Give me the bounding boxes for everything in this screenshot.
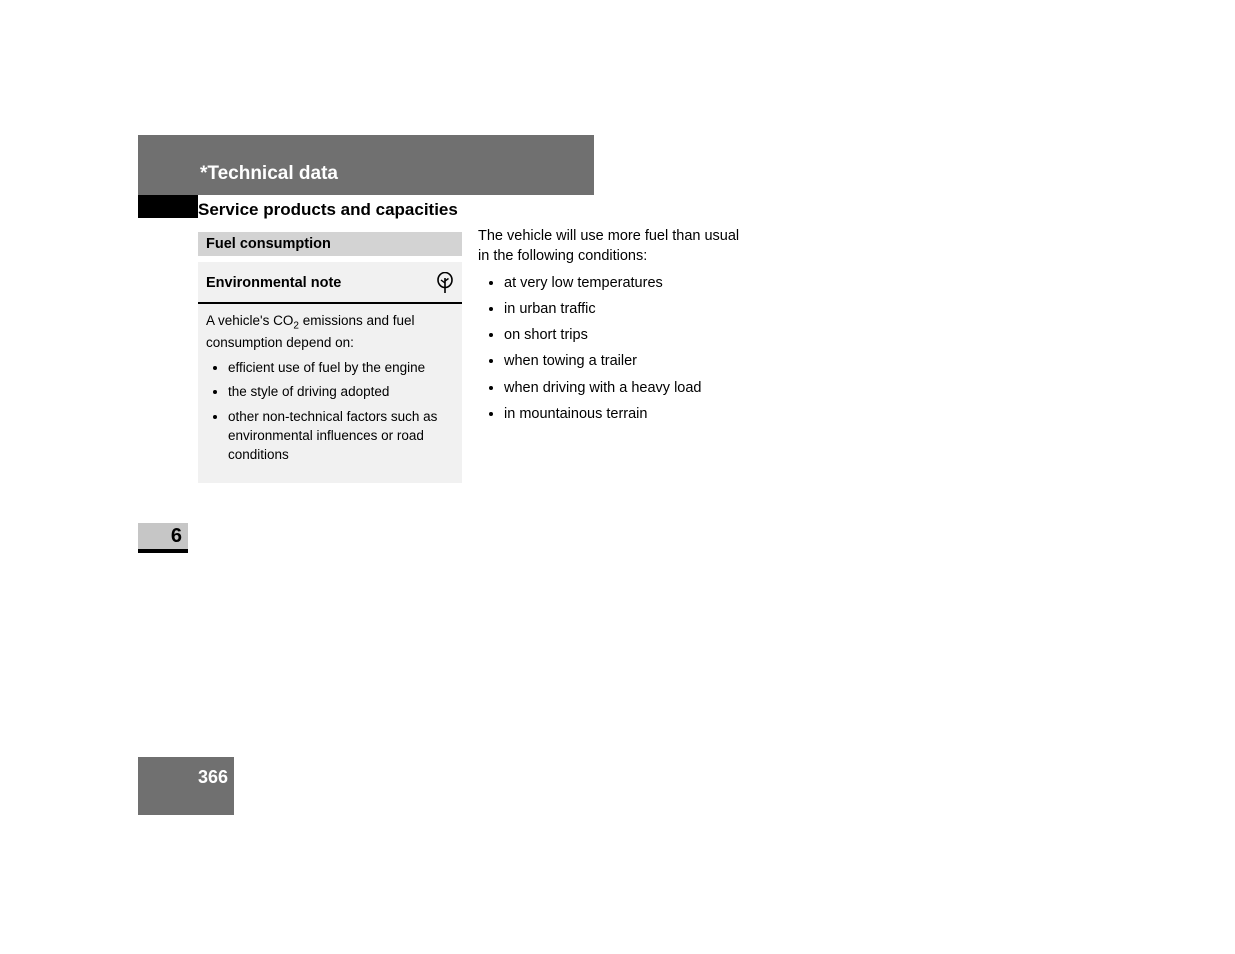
list-item: at very low temperatures (504, 273, 750, 293)
environmental-note-box: Environmental note A vehicle's CO2 emiss… (198, 262, 462, 483)
conditions-list: at very low temperatures in urban traffi… (478, 273, 750, 425)
conditions-intro: The vehicle will use more fuel than usua… (478, 226, 750, 267)
right-column: The vehicle will use more fuel than usua… (478, 226, 750, 430)
note-title: Environmental note (206, 275, 341, 291)
header-tab (138, 195, 198, 218)
list-item: when towing a trailer (504, 351, 750, 371)
list-item: when driving with a heavy load (504, 378, 750, 398)
note-intro: A vehicle's CO2 emissions and fuel consu… (206, 312, 454, 353)
left-column: Fuel consumption Environmental note A ve… (198, 232, 462, 483)
list-item: in mountainous terrain (504, 404, 750, 424)
list-item: in urban traffic (504, 299, 750, 319)
page-number-footer: 366 (138, 757, 234, 815)
chapter-title: *Technical data (200, 163, 338, 185)
chapter-tab: 6 (138, 523, 188, 549)
note-list: efficient use of fuel by the engine the … (206, 359, 454, 465)
note-body: A vehicle's CO2 emissions and fuel consu… (198, 304, 462, 483)
section-heading: Service products and capacities (198, 200, 458, 220)
tree-icon (436, 272, 454, 294)
chapter-header: *Technical data (138, 135, 594, 195)
chapter-underline (138, 549, 188, 553)
manual-page: *Technical data Service products and cap… (138, 135, 1098, 816)
note-header: Environmental note (198, 262, 462, 304)
list-item: other non-technical factors such as envi… (228, 408, 454, 465)
list-item: on short trips (504, 325, 750, 345)
list-item: efficient use of fuel by the engine (228, 359, 454, 378)
subsection-bar: Fuel consumption (198, 232, 462, 256)
list-item: the style of driving adopted (228, 383, 454, 402)
